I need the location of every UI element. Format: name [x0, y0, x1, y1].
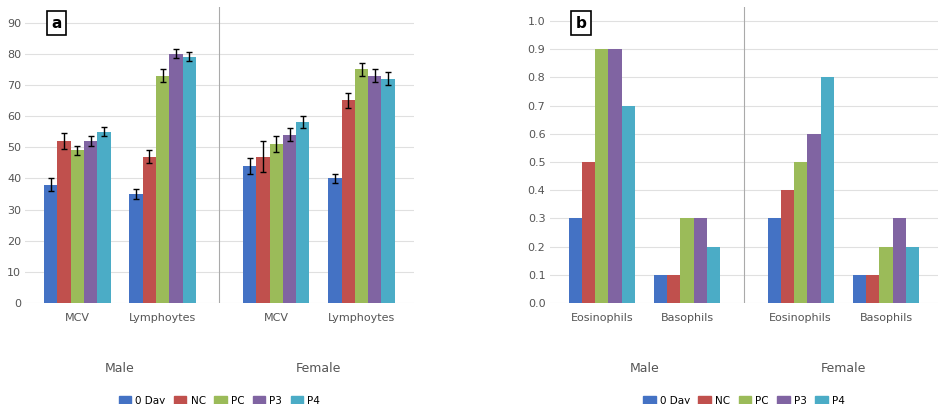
- Bar: [793, 162, 806, 303]
- Bar: [169, 54, 182, 303]
- Bar: [355, 69, 368, 303]
- Bar: [44, 185, 58, 303]
- Bar: [865, 275, 878, 303]
- Text: b: b: [575, 16, 585, 31]
- Bar: [243, 166, 256, 303]
- Bar: [129, 194, 143, 303]
- Bar: [282, 135, 295, 303]
- Bar: [58, 141, 71, 303]
- Text: Female: Female: [819, 362, 865, 375]
- Bar: [608, 49, 621, 303]
- Bar: [621, 105, 634, 303]
- Bar: [182, 57, 195, 303]
- Bar: [295, 122, 309, 303]
- Legend: 0 Day, NC, PC, P3, P4: 0 Day, NC, PC, P3, P4: [638, 392, 848, 404]
- Text: a: a: [51, 16, 61, 31]
- Bar: [851, 275, 865, 303]
- Bar: [143, 156, 156, 303]
- Bar: [892, 219, 905, 303]
- Bar: [582, 162, 595, 303]
- Bar: [806, 134, 819, 303]
- Bar: [595, 49, 608, 303]
- Bar: [329, 178, 342, 303]
- Bar: [905, 246, 919, 303]
- Bar: [368, 76, 381, 303]
- Bar: [666, 275, 680, 303]
- Bar: [653, 275, 666, 303]
- Bar: [256, 156, 269, 303]
- Bar: [819, 78, 833, 303]
- Bar: [767, 219, 780, 303]
- Bar: [693, 219, 706, 303]
- Bar: [342, 101, 355, 303]
- Bar: [878, 246, 892, 303]
- Text: Male: Male: [629, 362, 659, 375]
- Bar: [97, 132, 110, 303]
- Text: Male: Male: [105, 362, 135, 375]
- Text: Female: Female: [295, 362, 341, 375]
- Bar: [269, 144, 282, 303]
- Bar: [568, 219, 582, 303]
- Legend: 0 Day, NC, PC, P3, P4: 0 Day, NC, PC, P3, P4: [114, 392, 324, 404]
- Bar: [71, 150, 84, 303]
- Bar: [680, 219, 693, 303]
- Bar: [381, 79, 395, 303]
- Bar: [706, 246, 719, 303]
- Bar: [780, 190, 793, 303]
- Bar: [156, 76, 169, 303]
- Bar: [84, 141, 97, 303]
